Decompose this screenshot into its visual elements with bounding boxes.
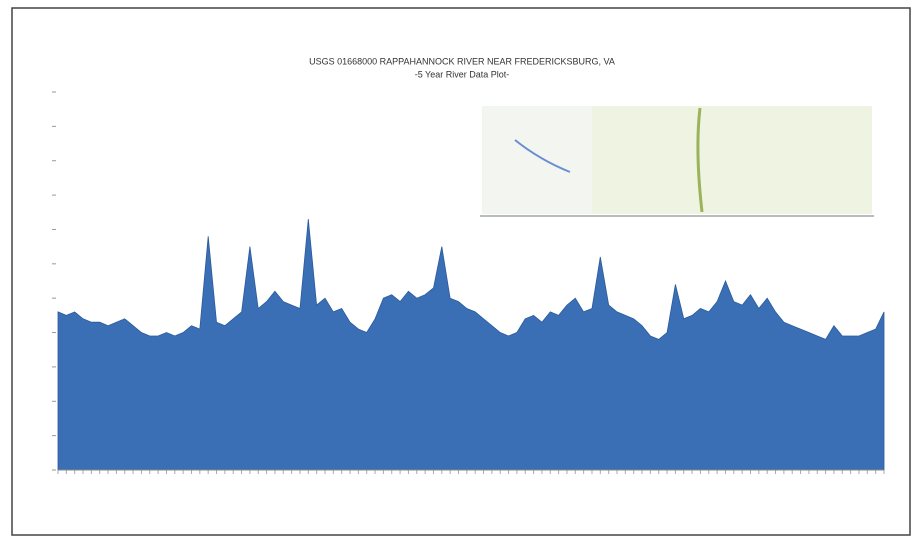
chart-title: USGS 01668000 RAPPAHANNOCK RIVER NEAR FR… [309,56,615,66]
map-inset [480,106,874,216]
chart: USGS 01668000 RAPPAHANNOCK RIVER NEAR FR… [0,0,922,543]
map-region [482,106,592,214]
chart-subtitle: -5 Year River Data Plot- [415,69,510,79]
